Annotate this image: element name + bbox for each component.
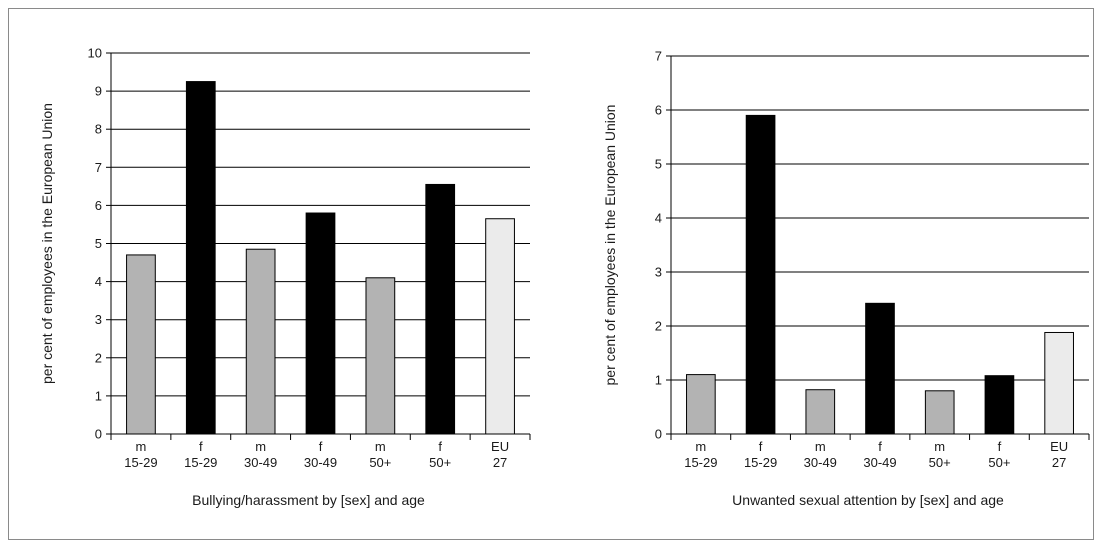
chart-1-y-tick-label: 10 xyxy=(88,46,102,61)
chart-2-y-tick-label: 2 xyxy=(655,319,662,334)
chart-2-category-label: 15-29 xyxy=(684,455,717,470)
chart-2-category-label: 50+ xyxy=(988,455,1010,470)
chart-1-category-label: EU xyxy=(491,439,509,454)
chart-2-bar xyxy=(865,302,895,435)
chart-1-y-tick-label: 9 xyxy=(95,84,102,99)
chart-1-x-axis-title: Bullying/harassment by [sex] and age xyxy=(192,492,425,508)
chart-2-bar xyxy=(984,375,1015,435)
chart-1-bar xyxy=(365,277,396,435)
chart-2-y-tick-label: 3 xyxy=(655,265,662,280)
chart-2-bar xyxy=(1044,331,1074,435)
chart-2-y-tick-label: 1 xyxy=(655,373,662,388)
chart-1-y-tick-label: 7 xyxy=(95,160,102,175)
chart-1-category-label: 50+ xyxy=(429,455,451,470)
chart-1-category-label: 30-49 xyxy=(244,455,277,470)
chart-1-bar xyxy=(185,81,216,435)
chart-2-category-label: 30-49 xyxy=(863,455,896,470)
chart-1-y-tick-label: 0 xyxy=(95,427,102,442)
chart-1-y-tick-label: 4 xyxy=(95,274,102,289)
chart-2-category-label: m xyxy=(815,439,826,454)
chart-2-category-label: m xyxy=(934,439,945,454)
chart-1-y-tick-label: 2 xyxy=(95,350,102,365)
chart-2-bar xyxy=(805,389,836,435)
chart-1-category-label: m xyxy=(375,439,386,454)
chart-1-category-label: m xyxy=(136,439,147,454)
chart-2-y-tick-label: 4 xyxy=(655,211,662,226)
chart-1-y-axis-title: per cent of employees in the European Un… xyxy=(39,103,55,384)
chart-1-category-label: 30-49 xyxy=(304,455,337,470)
chart-2-y-tick-label: 6 xyxy=(655,103,662,118)
chart-2-bar xyxy=(745,114,776,435)
chart-2-y-axis-title: per cent of employees in the European Un… xyxy=(602,105,618,386)
chart-2-y-tick-label: 5 xyxy=(655,157,662,172)
chart-2-bar xyxy=(686,374,716,435)
chart-1-category-label: 50+ xyxy=(369,455,391,470)
chart-2-category-label: 27 xyxy=(1052,455,1066,470)
chart-1-category-label: f xyxy=(438,439,442,454)
chart-1-category-label: f xyxy=(319,439,323,454)
chart-1-y-tick-label: 8 xyxy=(95,122,102,137)
chart-1-category-label: 15-29 xyxy=(184,455,217,470)
chart-1-category-label: m xyxy=(255,439,266,454)
chart-1-bar xyxy=(245,248,276,435)
chart-1-y-tick-label: 6 xyxy=(95,198,102,213)
chart-2-category-label: 50+ xyxy=(929,455,951,470)
chart-1-bar xyxy=(425,183,456,435)
chart-1-category-label: f xyxy=(199,439,203,454)
chart-2-category-label: 15-29 xyxy=(744,455,777,470)
chart-2-category-label: f xyxy=(998,439,1002,454)
chart-2-category-label: 30-49 xyxy=(804,455,837,470)
chart-1-y-tick-label: 3 xyxy=(95,312,102,327)
chart-2-bar xyxy=(924,390,955,435)
chart-2-y-tick-label: 7 xyxy=(655,49,662,64)
chart-2-y-tick-label: 0 xyxy=(655,427,662,442)
chart-2-category-label: f xyxy=(759,439,763,454)
chart-1-bar xyxy=(485,218,515,435)
chart-2-category-label: f xyxy=(878,439,882,454)
chart-1-y-tick-label: 5 xyxy=(95,236,102,251)
chart-1-category-label: 27 xyxy=(493,455,507,470)
chart-1-bar xyxy=(305,212,336,435)
chart-1-y-tick-label: 1 xyxy=(95,388,102,403)
chart-2-category-label: m xyxy=(695,439,706,454)
chart-2-x-axis-title: Unwanted sexual attention by [sex] and a… xyxy=(732,492,1004,508)
chart-1-category-label: 15-29 xyxy=(124,455,157,470)
chart-2-category-label: EU xyxy=(1050,439,1068,454)
chart-1-bar xyxy=(126,254,156,435)
